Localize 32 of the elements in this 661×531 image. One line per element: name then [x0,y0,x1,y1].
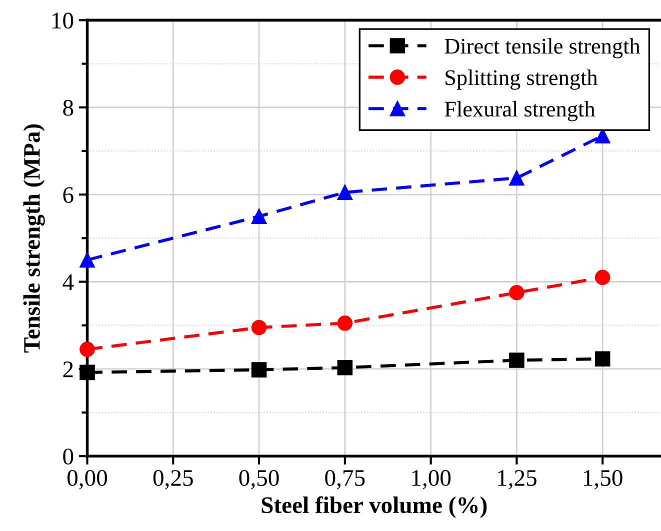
point [337,184,353,200]
x-tick-label: 0,50 [239,470,279,490]
point [80,364,95,380]
y-tick-label: 0 [63,448,74,465]
x-tick-label: 0,25 [153,470,193,490]
point [80,342,95,357]
point [509,170,524,186]
y-tick-label: 8 [63,100,74,116]
y-tick-label: 4 [62,274,74,290]
x-tick-label: 0,00 [67,470,108,490]
point [509,352,524,368]
point [251,208,267,224]
y-axis-title: Tensile strength (MPa) [23,124,45,353]
point [337,360,353,376]
y-tick-label: 6 [63,187,74,203]
legend-label: Direct tensile strength [444,38,640,58]
x-tick-label: 0,75 [325,470,365,490]
point [594,351,610,367]
x-tick-label: 1,00 [412,470,451,490]
legend-label: Splitting strength [446,70,598,90]
point [251,362,267,378]
point [509,285,524,300]
x-axis-title: Steel fiber volume (%) [262,496,487,518]
y-tick-label: 10 [52,12,74,29]
point [594,270,610,286]
legend-label: Flexural strength [444,101,596,122]
y-tick-label: 2 [63,361,73,378]
point [337,316,353,331]
x-tick-label: 1,25 [498,470,536,490]
point [251,320,267,336]
point [80,252,95,268]
x-tick-label: 1,50 [584,470,622,490]
